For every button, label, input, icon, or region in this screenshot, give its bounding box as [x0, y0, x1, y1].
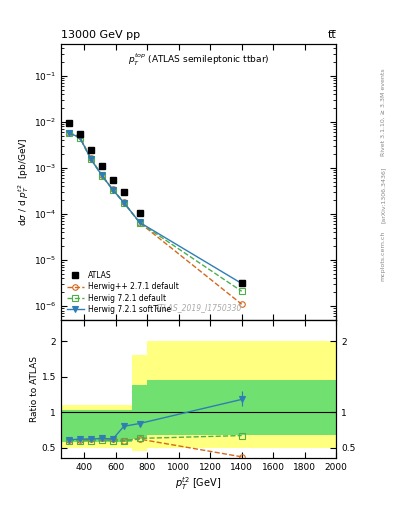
Text: Rivet 3.1.10, ≥ 3.3M events: Rivet 3.1.10, ≥ 3.3M events	[381, 69, 386, 157]
Text: ATLAS_2019_I1750330: ATLAS_2019_I1750330	[155, 303, 242, 312]
Text: mcplots.cern.ch: mcplots.cern.ch	[381, 231, 386, 281]
Y-axis label: d$\sigma$ / d $p_T^{t2}$  [pb/GeV]: d$\sigma$ / d $p_T^{t2}$ [pb/GeV]	[16, 137, 31, 226]
X-axis label: $p_T^{t2}$ [GeV]: $p_T^{t2}$ [GeV]	[175, 475, 222, 492]
Text: 13000 GeV pp: 13000 GeV pp	[61, 30, 140, 40]
Text: $p_T^{top}$ (ATLAS semileptonic ttbar): $p_T^{top}$ (ATLAS semileptonic ttbar)	[128, 52, 269, 68]
Text: [arXiv:1306.3436]: [arXiv:1306.3436]	[381, 166, 386, 223]
Legend: ATLAS, Herwig++ 2.7.1 default, Herwig 7.2.1 default, Herwig 7.2.1 softTune: ATLAS, Herwig++ 2.7.1 default, Herwig 7.…	[65, 269, 181, 316]
Text: tt̅: tt̅	[327, 30, 336, 40]
Y-axis label: Ratio to ATLAS: Ratio to ATLAS	[30, 356, 39, 422]
